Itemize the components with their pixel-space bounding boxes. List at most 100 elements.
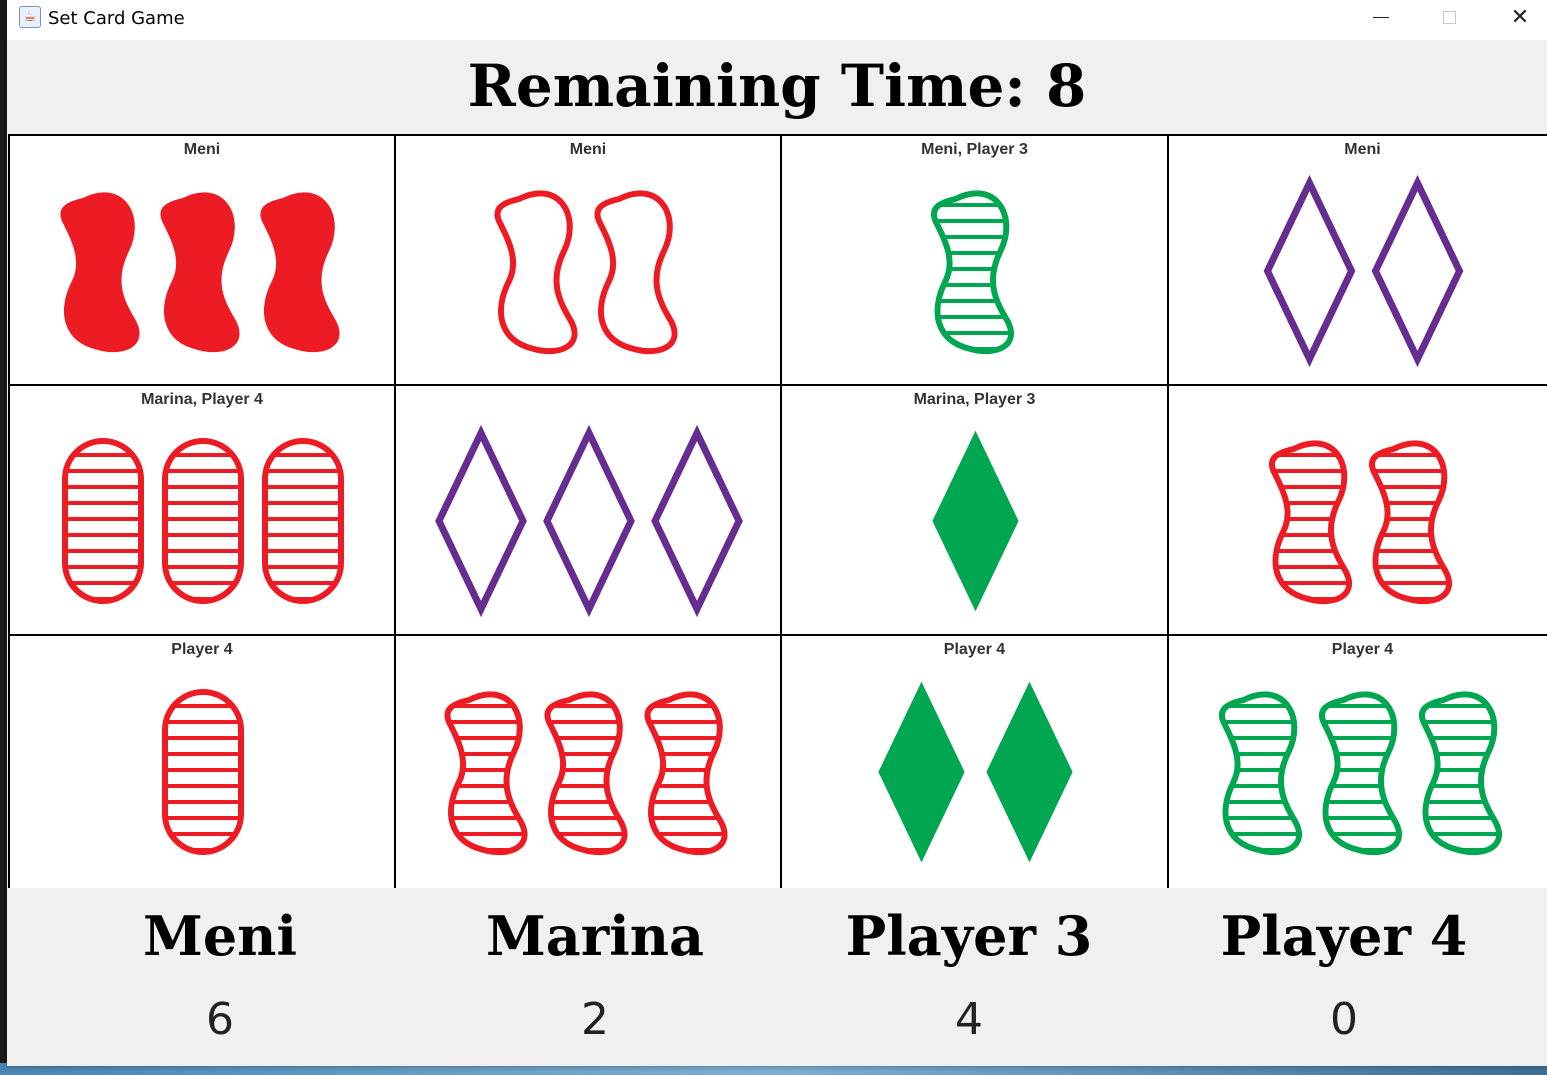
card-slot[interactable]: [394, 386, 780, 636]
stripe-line: [916, 171, 1036, 175]
stripe-line: [265, 533, 341, 537]
stripe-line: [43, 421, 163, 425]
stripe-line: [143, 421, 263, 425]
desktop-taskbar-strip: [0, 1063, 1547, 1075]
stripe-line: [1404, 672, 1524, 676]
stripe-line: [429, 672, 549, 676]
stripe-line: [1271, 549, 1350, 553]
player-name: Player 3: [845, 904, 1093, 968]
stripe-line: [165, 533, 241, 537]
stripe-line: [447, 752, 525, 756]
stripe-line: [1371, 485, 1450, 489]
player-name: Marina: [486, 904, 704, 968]
card-symbols: [1263, 174, 1464, 368]
stripe-line: [1321, 832, 1400, 836]
stripe-line: [933, 299, 1012, 303]
stripe-line: [65, 533, 141, 537]
player-score: 6: [206, 994, 234, 1045]
stripe-line: [165, 469, 241, 473]
card-slot[interactable]: Meni, Player 3: [780, 136, 1167, 386]
title-bar[interactable]: ☕ Set Card Game ✕: [7, 0, 1547, 40]
maximize-button[interactable]: [1427, 0, 1473, 36]
stripe-line: [165, 704, 241, 708]
stripe-line: [1321, 816, 1400, 820]
player-score: 4: [955, 994, 983, 1045]
stripe-line: [1321, 768, 1400, 772]
card-slot[interactable]: Meni: [8, 136, 394, 386]
stripe-line: [65, 517, 141, 521]
stripe-line: [1421, 736, 1500, 740]
stripe-line: [1221, 832, 1300, 836]
card-slot[interactable]: Player 4: [8, 636, 394, 888]
stripe-line: [143, 672, 263, 676]
close-button[interactable]: ✕: [1497, 0, 1543, 36]
stripe-line: [165, 832, 241, 836]
stripe-line: [165, 800, 241, 804]
stripe-line: [265, 501, 341, 505]
stripe-line: [65, 485, 141, 489]
stripe-line: [265, 485, 341, 489]
stripe-line: [1271, 533, 1350, 537]
player-panel-3: Player 3 4: [779, 890, 1159, 1045]
stripe-line: [647, 736, 725, 740]
squiggle-symbol: [1218, 691, 1303, 856]
squiggle-symbol: [930, 190, 1015, 355]
stripe-line: [65, 565, 141, 569]
stripe-line: [1371, 533, 1450, 537]
squiggle-symbol: [494, 190, 578, 355]
stripe-line: [933, 283, 1012, 287]
stripe-line: [647, 768, 725, 772]
stripe-line: [447, 720, 525, 724]
stripe-line: [1321, 800, 1400, 804]
stripe-line: [933, 235, 1012, 239]
card-slot[interactable]: Player 4: [1167, 636, 1547, 888]
stripe-line: [547, 768, 625, 772]
stripe-line: [933, 267, 1012, 271]
stripe-line: [647, 784, 725, 788]
player-panel-4: Player 4 0: [1154, 890, 1534, 1045]
stripe-line: [933, 219, 1012, 223]
stripe-line: [547, 704, 625, 708]
stripe-line: [265, 469, 341, 473]
stripe-line: [1304, 864, 1424, 868]
stripe-line: [1271, 565, 1350, 569]
stripe-line: [916, 363, 1036, 367]
stripe-line: [547, 720, 625, 724]
stripe-line: [1221, 800, 1300, 804]
stripe-line: [165, 736, 241, 740]
stripe-line: [265, 517, 341, 521]
card-token-label: Marina, Player 3: [913, 391, 1036, 408]
stripe-line: [1421, 832, 1500, 836]
player-panel-2: Marina 2: [405, 890, 785, 1045]
stripe-line: [1254, 613, 1374, 617]
stripe-line: [647, 752, 725, 756]
card-slot[interactable]: [394, 636, 780, 888]
stripe-fill: [429, 672, 549, 852]
minimize-button[interactable]: [1357, 0, 1403, 36]
squiggle-symbol: [260, 192, 340, 353]
stripe-line: [1421, 816, 1500, 820]
player-score: 2: [581, 994, 609, 1045]
oval-symbol: [162, 438, 244, 604]
stripe-line: [1371, 581, 1450, 585]
squiggle-symbol: [1418, 691, 1503, 856]
stripe-line: [447, 832, 525, 836]
stripe-line: [65, 581, 141, 585]
stripe-line: [547, 784, 625, 788]
card-token-label: Marina, Player 4: [141, 391, 263, 408]
stripe-fill: [529, 704, 649, 868]
card-slot[interactable]: [1167, 386, 1547, 636]
card-slot[interactable]: Player 4: [780, 636, 1167, 888]
squiggle-symbol: [1368, 440, 1453, 605]
app-window: ☕ Set Card Game ✕ Remaining Time: 8 Meni…: [7, 0, 1547, 1066]
maximize-icon: [1443, 11, 1456, 24]
stripe-line: [265, 549, 341, 553]
card-slot[interactable]: Marina, Player 4: [8, 386, 394, 636]
stripe-line: [65, 453, 141, 457]
card-slot[interactable]: Meni: [1167, 136, 1547, 386]
stripe-line: [1321, 784, 1400, 788]
diamond-symbol: [1371, 174, 1464, 368]
card-slot[interactable]: Meni: [394, 136, 780, 386]
stripe-line: [529, 864, 649, 868]
card-slot[interactable]: Marina, Player 3: [780, 386, 1167, 636]
